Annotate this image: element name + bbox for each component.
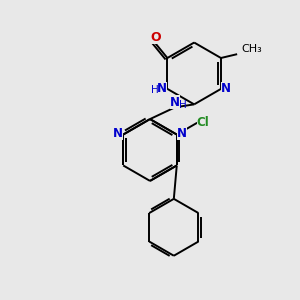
Text: H: H <box>151 85 159 95</box>
Text: H: H <box>179 100 187 110</box>
Text: N: N <box>157 82 167 95</box>
Text: O: O <box>150 31 161 44</box>
Text: N: N <box>113 127 123 140</box>
Text: N: N <box>177 127 187 140</box>
Text: CH₃: CH₃ <box>242 44 262 54</box>
Text: N: N <box>170 95 180 109</box>
Text: N: N <box>221 82 231 95</box>
Text: Cl: Cl <box>197 116 209 129</box>
